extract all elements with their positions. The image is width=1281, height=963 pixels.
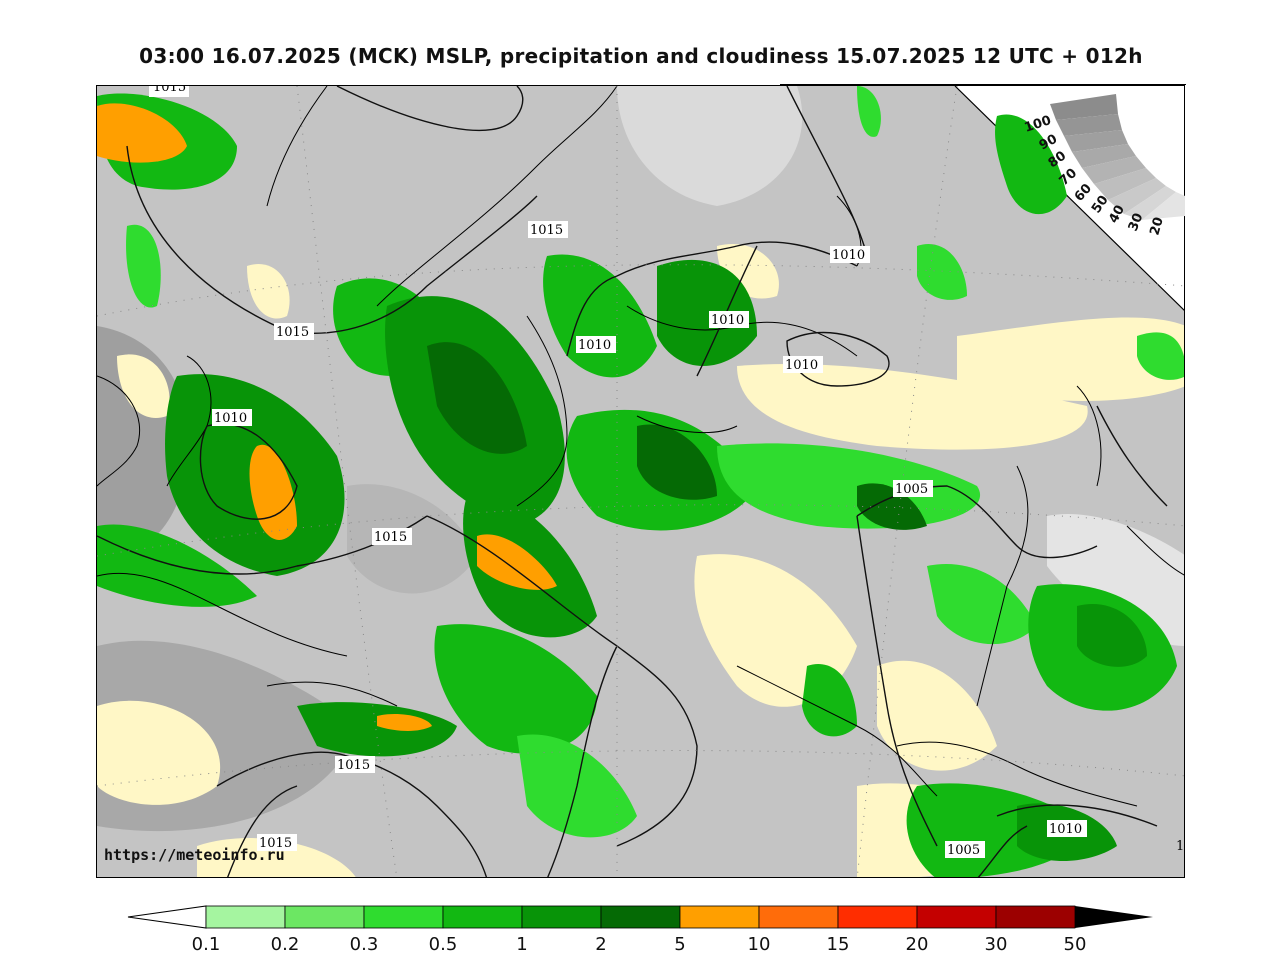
colorbar-label: 10 (748, 934, 771, 955)
cloud-tick: 60 (1072, 181, 1095, 204)
colorbar-segment (521, 905, 602, 929)
colorbar-max-triangle (1075, 906, 1153, 928)
isobar-label: 1015 (259, 836, 292, 851)
isobar-label: 1015 (153, 86, 186, 95)
colorbar-segment (284, 905, 365, 929)
isobar-label: 1010 (832, 248, 865, 263)
colorbar-segment (916, 905, 997, 929)
colorbar-segment (679, 905, 760, 929)
cloud-tick: 30 (1126, 211, 1147, 233)
watermark: https://meteoinfo.ru (104, 846, 285, 864)
cloud-tick: 100 (1023, 113, 1053, 136)
map-title: 03:00 16.07.2025 (MCK) MSLP, precipitati… (139, 44, 1143, 68)
colorbar-labels: 0.1 0.2 0.3 0.5 1 2 5 10 15 20 30 50 (192, 934, 1087, 955)
colorbar-segment (837, 905, 918, 929)
colorbar-label: 2 (595, 934, 606, 955)
colorbar-segment (995, 905, 1076, 929)
colorbar-min-triangle (127, 905, 207, 929)
colorbar-segment (442, 905, 523, 929)
colorbar-label: 50 (1064, 934, 1087, 955)
precipitation-field (97, 86, 1184, 877)
cloudiness-fan (1050, 94, 1185, 220)
colorbar-segment (758, 905, 839, 929)
isobar-label: 1015 (276, 325, 309, 340)
isobar-label: 1010 (1049, 822, 1082, 837)
isobar-label: 1010 (711, 313, 744, 328)
colorbar-segment (363, 905, 444, 929)
colorbar-label: 0.2 (271, 934, 300, 955)
colorbar-label: 1 (516, 934, 527, 955)
isobar-labels: 1015 1015 1010 1010 1010 1010 1010 1015 … (149, 86, 1184, 858)
graticule (97, 86, 1184, 877)
isobar-label: 1010 (578, 338, 611, 353)
colorbar-segment (205, 905, 286, 929)
colorbar-label: 0.3 (350, 934, 379, 955)
title-rule (780, 84, 1186, 85)
colorbar-label: 5 (674, 934, 685, 955)
colorbar-label: 30 (985, 934, 1008, 955)
cloud-tick: 80 (1046, 149, 1069, 172)
isobar-label: 1015 (337, 758, 370, 773)
colorbar-label: 20 (906, 934, 929, 955)
isobar-label: 1015 (374, 530, 407, 545)
isobar-label: 1010 (785, 358, 818, 373)
isobar-label: 1005 (895, 482, 928, 497)
map-canvas: 1015 1015 1010 1010 1010 1010 1010 1015 … (97, 86, 1184, 877)
isobar-label: 1005 (947, 843, 980, 858)
cloud-tick: 90 (1037, 132, 1060, 154)
isobar-label: 1 (1176, 839, 1184, 854)
colorbar-segment (600, 905, 681, 929)
colorbar-label: 15 (827, 934, 850, 955)
isobar-label: 1015 (530, 223, 563, 238)
colorbar-segments (127, 905, 1153, 929)
cloud-tick: 70 (1057, 166, 1080, 189)
isobar-label: 1010 (214, 411, 247, 426)
weather-map: 1015 1015 1010 1010 1010 1010 1010 1015 … (96, 85, 1185, 878)
colorbar-label: 0.5 (429, 934, 458, 955)
precipitation-colorbar: 0.1 0.2 0.3 0.5 1 2 5 10 15 20 30 50 (127, 905, 1153, 955)
colorbar-label: 0.1 (192, 934, 221, 955)
cloudiness-scale: 100 90 80 70 60 50 40 30 20 (1023, 94, 1185, 238)
cloud-tick: 20 (1147, 216, 1166, 238)
